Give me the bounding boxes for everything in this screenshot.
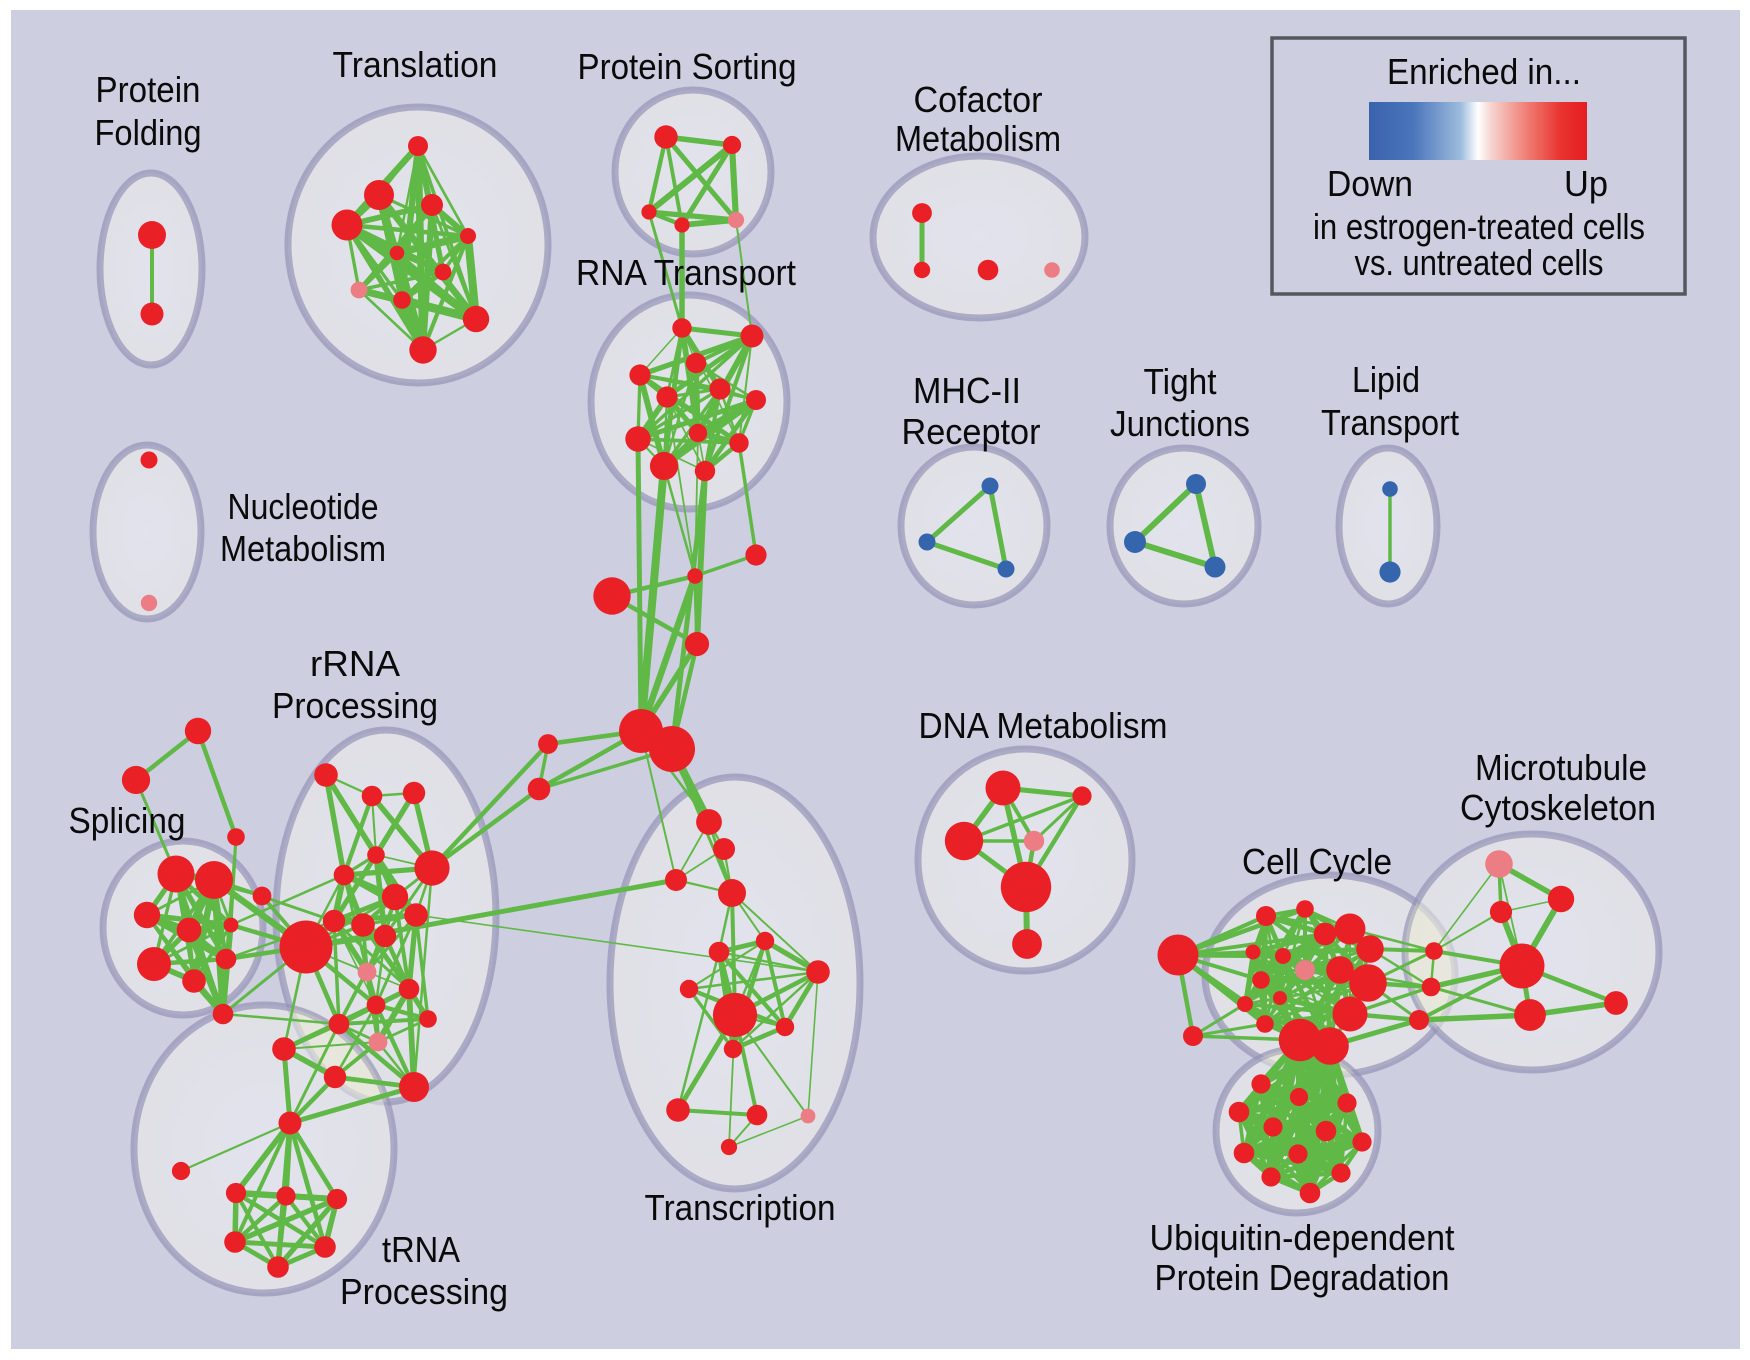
svg-text:RNA Transport: RNA Transport bbox=[576, 252, 796, 293]
svg-text:rRNA: rRNA bbox=[310, 643, 400, 684]
svg-text:Nucleotide: Nucleotide bbox=[228, 486, 379, 527]
svg-text:Metabolism: Metabolism bbox=[895, 118, 1061, 159]
svg-text:Cofactor: Cofactor bbox=[914, 79, 1043, 120]
svg-text:Transcription: Transcription bbox=[645, 1187, 836, 1228]
svg-text:vs. untreated cells: vs. untreated cells bbox=[1355, 242, 1604, 283]
svg-text:Protein: Protein bbox=[96, 69, 201, 110]
svg-text:Processing: Processing bbox=[272, 685, 438, 726]
svg-text:Cytoskeleton: Cytoskeleton bbox=[1460, 787, 1656, 828]
svg-text:Receptor: Receptor bbox=[902, 411, 1041, 452]
svg-text:in estrogen-treated cells: in estrogen-treated cells bbox=[1313, 206, 1645, 247]
svg-text:Splicing: Splicing bbox=[69, 800, 186, 841]
svg-text:tRNA: tRNA bbox=[382, 1229, 460, 1270]
svg-text:Ubiquitin-dependent: Ubiquitin-dependent bbox=[1150, 1217, 1455, 1258]
svg-text:Processing: Processing bbox=[340, 1271, 508, 1312]
svg-text:Translation: Translation bbox=[333, 44, 498, 85]
svg-text:Junctions: Junctions bbox=[1110, 403, 1250, 444]
svg-text:Metabolism: Metabolism bbox=[220, 528, 386, 569]
svg-text:Up: Up bbox=[1564, 163, 1608, 204]
svg-text:Enriched in...: Enriched in... bbox=[1387, 51, 1581, 92]
svg-text:Tight: Tight bbox=[1144, 361, 1217, 402]
svg-text:Microtubule: Microtubule bbox=[1475, 747, 1647, 788]
svg-text:Down: Down bbox=[1327, 163, 1413, 204]
svg-text:Lipid: Lipid bbox=[1352, 359, 1420, 400]
svg-text:MHC-II: MHC-II bbox=[913, 370, 1021, 411]
svg-text:Transport: Transport bbox=[1321, 402, 1459, 443]
svg-text:Protein Sorting: Protein Sorting bbox=[578, 46, 797, 87]
svg-text:Folding: Folding bbox=[95, 112, 202, 153]
svg-text:Cell Cycle: Cell Cycle bbox=[1242, 841, 1392, 882]
svg-text:DNA Metabolism: DNA Metabolism bbox=[919, 705, 1168, 746]
svg-text:Protein Degradation: Protein Degradation bbox=[1155, 1257, 1450, 1298]
